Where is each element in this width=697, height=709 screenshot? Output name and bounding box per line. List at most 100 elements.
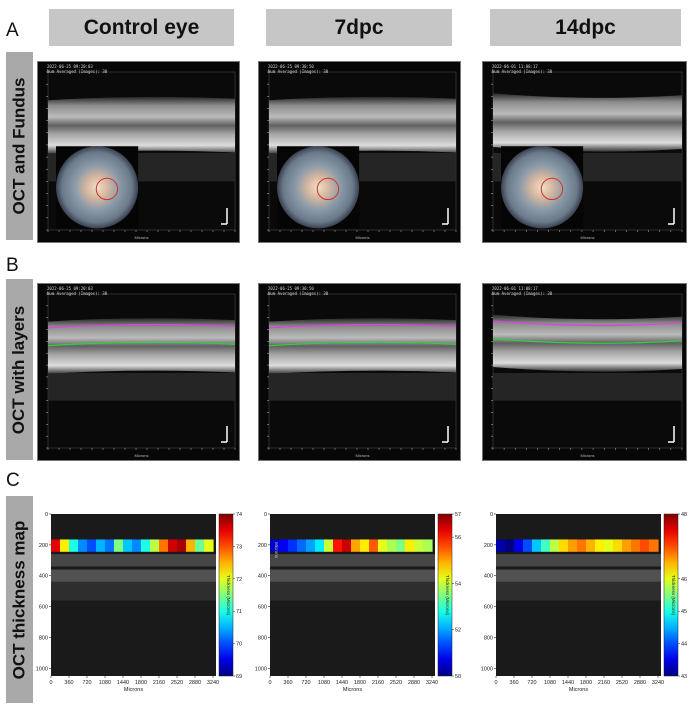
thickness-segment xyxy=(586,539,596,552)
column-header-control: Control eye xyxy=(49,9,234,46)
y-axis-label: Microns xyxy=(274,542,279,559)
oct-stamp-averaged: Num Averaged (Images): 30 xyxy=(47,291,108,296)
x-tick-label: 2880 xyxy=(634,680,646,686)
thickness-map-control: 0 200 400 600 800 1000 0 360 720 1080 1440 1800 2160… xyxy=(36,510,248,708)
colorbar xyxy=(437,513,453,677)
thickness-segment xyxy=(532,539,542,552)
thickness-segment xyxy=(177,539,187,552)
layer-boundary-magenta xyxy=(268,323,457,329)
oct-scan-7dpc-fundus: Microns 2022-06-25 09:30:50 Num Averaged… xyxy=(258,61,461,243)
oct-scan-image: Microns xyxy=(491,293,683,458)
thickness-segment xyxy=(631,539,641,552)
y-tick-label: 600 xyxy=(484,605,493,611)
thickness-segment xyxy=(613,539,623,552)
thickness-map-chart: 0 200 400 600 800 1000 0 360 720 1080 1440 1800 2160… xyxy=(481,512,687,693)
x-tick-label: 1080 xyxy=(318,680,330,686)
colorbar-tick-label: 43 xyxy=(681,674,687,680)
thickness-segment xyxy=(649,539,659,552)
colorbar-tick-label: 52 xyxy=(455,628,461,634)
thickness-segment xyxy=(297,539,307,552)
thickness-map-chart: 0 200 400 600 800 1000 0 360 720 1080 1440 1800 2160… xyxy=(36,512,242,693)
oct-stamp-date: 2022-06-25 09:30:50 xyxy=(268,286,314,291)
optic-disc-circle xyxy=(95,177,119,201)
x-tick-label: 3240 xyxy=(426,680,438,686)
x-tick-label: 1800 xyxy=(580,680,592,686)
x-tick-label: 2880 xyxy=(189,680,201,686)
fundus-image xyxy=(277,146,360,229)
thickness-segment xyxy=(387,539,397,552)
thickness-segment xyxy=(324,539,334,552)
oct-axis-label: Microns xyxy=(355,235,369,240)
thickness-segment xyxy=(360,539,370,552)
row-label-oct-layers-text: OCT with layers xyxy=(9,305,29,434)
x-tick-label: 1440 xyxy=(562,680,574,686)
thickness-segment xyxy=(69,539,79,552)
colorbar-tick-label: 44 xyxy=(681,642,687,648)
thickness-segment xyxy=(523,539,533,552)
row-label-oct-fundus-text: OCT and Fundus xyxy=(9,77,29,215)
thickness-map-7dpc: 0 200 400 600 800 1000 0 360 720 1080 1440 1800 2160… xyxy=(255,510,467,708)
oct-stamp-date: 2022-06-25 09:30:50 xyxy=(268,64,314,69)
thickness-segment xyxy=(87,539,97,552)
thickness-segment xyxy=(342,539,352,552)
x-tick-label: 0 xyxy=(268,680,271,686)
panel-letter-b: B xyxy=(6,255,19,276)
retina-texture xyxy=(496,554,661,567)
colorbar-label: Thickness (Microns) xyxy=(226,575,231,616)
thickness-segment xyxy=(123,539,133,552)
x-tick-label: 2160 xyxy=(153,680,165,686)
oct-stamp: 2022-06-25 09:20:03 Num Averaged (Images… xyxy=(47,286,107,296)
colorbar-tick-label: 45 xyxy=(681,609,687,615)
x-tick-label: 3240 xyxy=(207,680,219,686)
retina-band xyxy=(269,96,456,154)
x-axis-label: Microns xyxy=(343,687,363,693)
row-label-oct-layers: OCT with layers xyxy=(6,279,33,460)
thickness-map-14dpc: 0 200 400 600 800 1000 0 360 720 1080 1440 1800 2160… xyxy=(481,510,693,708)
colorbar-tick-label: 74 xyxy=(236,512,242,518)
x-tick-label: 2160 xyxy=(598,680,610,686)
thickness-segment xyxy=(405,539,415,552)
colorbar-tick-label: 69 xyxy=(236,674,242,680)
retina-band xyxy=(48,96,235,154)
oct-stamp-date: 2022-06-01 11:08:17 xyxy=(492,64,538,69)
oct-scan-image: Microns xyxy=(491,71,683,240)
choroid-haze xyxy=(493,373,682,401)
thickness-segment xyxy=(640,539,650,552)
x-tick-label: 360 xyxy=(283,680,292,686)
x-axis-label: Microns xyxy=(124,687,144,693)
thickness-segment xyxy=(105,539,115,552)
oct-stamp-averaged: Num Averaged (Images): 30 xyxy=(268,69,329,74)
oct-axis-label: Microns xyxy=(355,453,369,458)
thickness-segment xyxy=(51,539,61,552)
x-tick-label: 2880 xyxy=(408,680,420,686)
colorbar-tick-label: 48 xyxy=(681,512,687,518)
x-tick-label: 1800 xyxy=(135,680,147,686)
oct-stamp: 2022-06-01 11:08:17 Num Averaged (Images… xyxy=(492,64,552,74)
x-tick-label: 1080 xyxy=(99,680,111,686)
thickness-segment xyxy=(114,539,124,552)
fundus-image xyxy=(56,146,139,229)
oct-axis-label: Microns xyxy=(580,235,594,240)
y-tick-label: 200 xyxy=(484,543,493,549)
x-tick-label: 1440 xyxy=(117,680,129,686)
thickness-segment xyxy=(378,539,388,552)
x-tick-label: 720 xyxy=(527,680,536,686)
thickness-segment xyxy=(396,539,406,552)
oct-stamp: 2022-06-25 09:20:03 Num Averaged (Images… xyxy=(47,64,107,74)
oct-stamp-averaged: Num Averaged (Images): 30 xyxy=(47,69,108,74)
y-tick-label: 0 xyxy=(45,512,48,518)
x-tick-label: 2520 xyxy=(616,680,628,686)
x-tick-label: 360 xyxy=(509,680,518,686)
thickness-segment xyxy=(150,539,160,552)
colorbar-tick-label: 71 xyxy=(236,609,242,615)
colorbar-label: Thickness (Microns) xyxy=(445,575,450,616)
x-tick-label: 1080 xyxy=(544,680,556,686)
choroid-haze xyxy=(269,373,456,401)
choroid-haze xyxy=(48,373,235,401)
oct-scan-7dpc-layers: Microns 2022-06-25 09:30:50 Num Averaged… xyxy=(258,283,461,461)
thickness-segment xyxy=(186,539,196,552)
thickness-segment xyxy=(279,539,289,552)
layer-boundary-green xyxy=(47,341,236,347)
thickness-segment xyxy=(595,539,605,552)
panel-letter-c: C xyxy=(6,470,20,491)
